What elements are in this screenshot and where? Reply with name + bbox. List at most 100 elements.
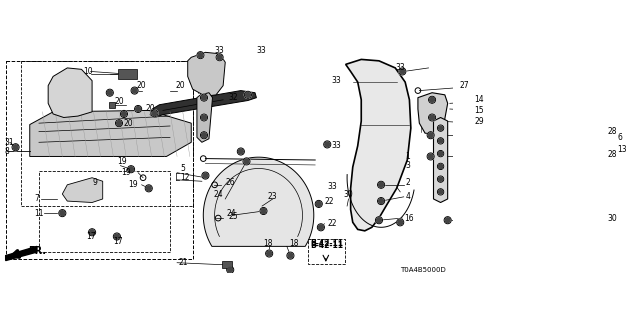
Text: 30: 30 [608, 213, 618, 223]
Circle shape [429, 114, 436, 121]
Text: 3: 3 [405, 161, 410, 170]
Circle shape [238, 149, 243, 154]
Text: 16: 16 [404, 213, 413, 223]
Polygon shape [188, 52, 225, 96]
Bar [21, 61, 193, 206]
Circle shape [228, 267, 233, 272]
Text: 17: 17 [86, 232, 96, 241]
Circle shape [378, 181, 385, 188]
Circle shape [217, 55, 222, 60]
Text: 14: 14 [475, 95, 484, 104]
Bar [39, 171, 170, 252]
Circle shape [108, 90, 112, 95]
Circle shape [115, 234, 119, 239]
Text: 33: 33 [332, 141, 341, 150]
Circle shape [202, 133, 207, 138]
Circle shape [202, 115, 207, 120]
Text: 32: 32 [228, 93, 237, 102]
Text: 26: 26 [225, 178, 235, 187]
Polygon shape [346, 60, 411, 231]
Text: 33: 33 [214, 46, 223, 55]
Circle shape [227, 266, 234, 273]
Circle shape [376, 218, 381, 223]
Text: 9: 9 [92, 178, 97, 187]
Text: 2: 2 [405, 178, 410, 187]
Text: 10: 10 [84, 67, 93, 76]
Circle shape [198, 53, 203, 58]
Text: 29: 29 [475, 116, 484, 125]
Text: 19: 19 [117, 157, 127, 166]
Circle shape [288, 253, 293, 258]
Circle shape [376, 217, 383, 224]
Text: 20: 20 [124, 119, 134, 128]
Circle shape [203, 173, 208, 178]
Text: 31: 31 [4, 138, 14, 147]
Circle shape [202, 172, 209, 179]
Circle shape [147, 186, 151, 191]
Circle shape [267, 251, 271, 256]
Circle shape [427, 132, 434, 139]
Text: 20: 20 [175, 81, 186, 90]
Circle shape [59, 210, 66, 217]
Circle shape [115, 120, 122, 127]
Text: 20: 20 [115, 97, 124, 107]
Circle shape [437, 176, 444, 182]
Circle shape [122, 111, 127, 116]
Text: 22: 22 [327, 219, 337, 228]
Circle shape [427, 153, 434, 160]
Circle shape [438, 151, 443, 156]
Circle shape [429, 97, 435, 102]
Circle shape [287, 252, 294, 259]
Circle shape [324, 141, 331, 148]
Circle shape [438, 190, 443, 194]
Polygon shape [29, 110, 191, 156]
Text: 11: 11 [34, 209, 44, 218]
Text: 33: 33 [327, 182, 337, 191]
Text: 6: 6 [618, 133, 623, 142]
Circle shape [437, 138, 444, 144]
Circle shape [243, 158, 250, 165]
Circle shape [428, 133, 433, 138]
Circle shape [106, 89, 113, 96]
Circle shape [200, 94, 207, 101]
Circle shape [245, 92, 250, 97]
Circle shape [437, 163, 444, 170]
Circle shape [260, 207, 267, 214]
Polygon shape [62, 178, 102, 203]
Circle shape [438, 126, 443, 130]
Circle shape [116, 121, 122, 126]
Circle shape [444, 217, 451, 224]
Text: 22: 22 [324, 196, 334, 205]
Polygon shape [197, 93, 212, 142]
Text: 33: 33 [396, 63, 405, 72]
Text: 21: 21 [179, 258, 188, 267]
Text: B-42-11: B-42-11 [310, 239, 343, 248]
Circle shape [324, 142, 330, 147]
Circle shape [429, 115, 435, 120]
Circle shape [244, 91, 252, 98]
Text: 4: 4 [405, 192, 410, 201]
Circle shape [438, 164, 443, 169]
Circle shape [136, 107, 141, 111]
Text: 17: 17 [113, 237, 123, 246]
Circle shape [60, 211, 65, 216]
Circle shape [88, 229, 95, 236]
Circle shape [151, 110, 158, 117]
Text: 23: 23 [268, 192, 277, 201]
Text: T0A4B5000D: T0A4B5000D [400, 267, 446, 273]
Circle shape [145, 185, 152, 192]
Circle shape [113, 233, 120, 240]
Circle shape [438, 139, 443, 143]
Circle shape [317, 224, 324, 231]
Text: 18: 18 [289, 239, 298, 248]
Circle shape [216, 54, 223, 61]
Text: 8: 8 [4, 147, 9, 156]
Circle shape [200, 132, 207, 139]
Polygon shape [418, 93, 447, 135]
Polygon shape [204, 157, 314, 246]
Circle shape [429, 96, 436, 103]
Text: 24: 24 [227, 209, 236, 218]
Circle shape [244, 159, 249, 164]
Text: 20: 20 [136, 81, 146, 90]
Circle shape [152, 111, 157, 116]
